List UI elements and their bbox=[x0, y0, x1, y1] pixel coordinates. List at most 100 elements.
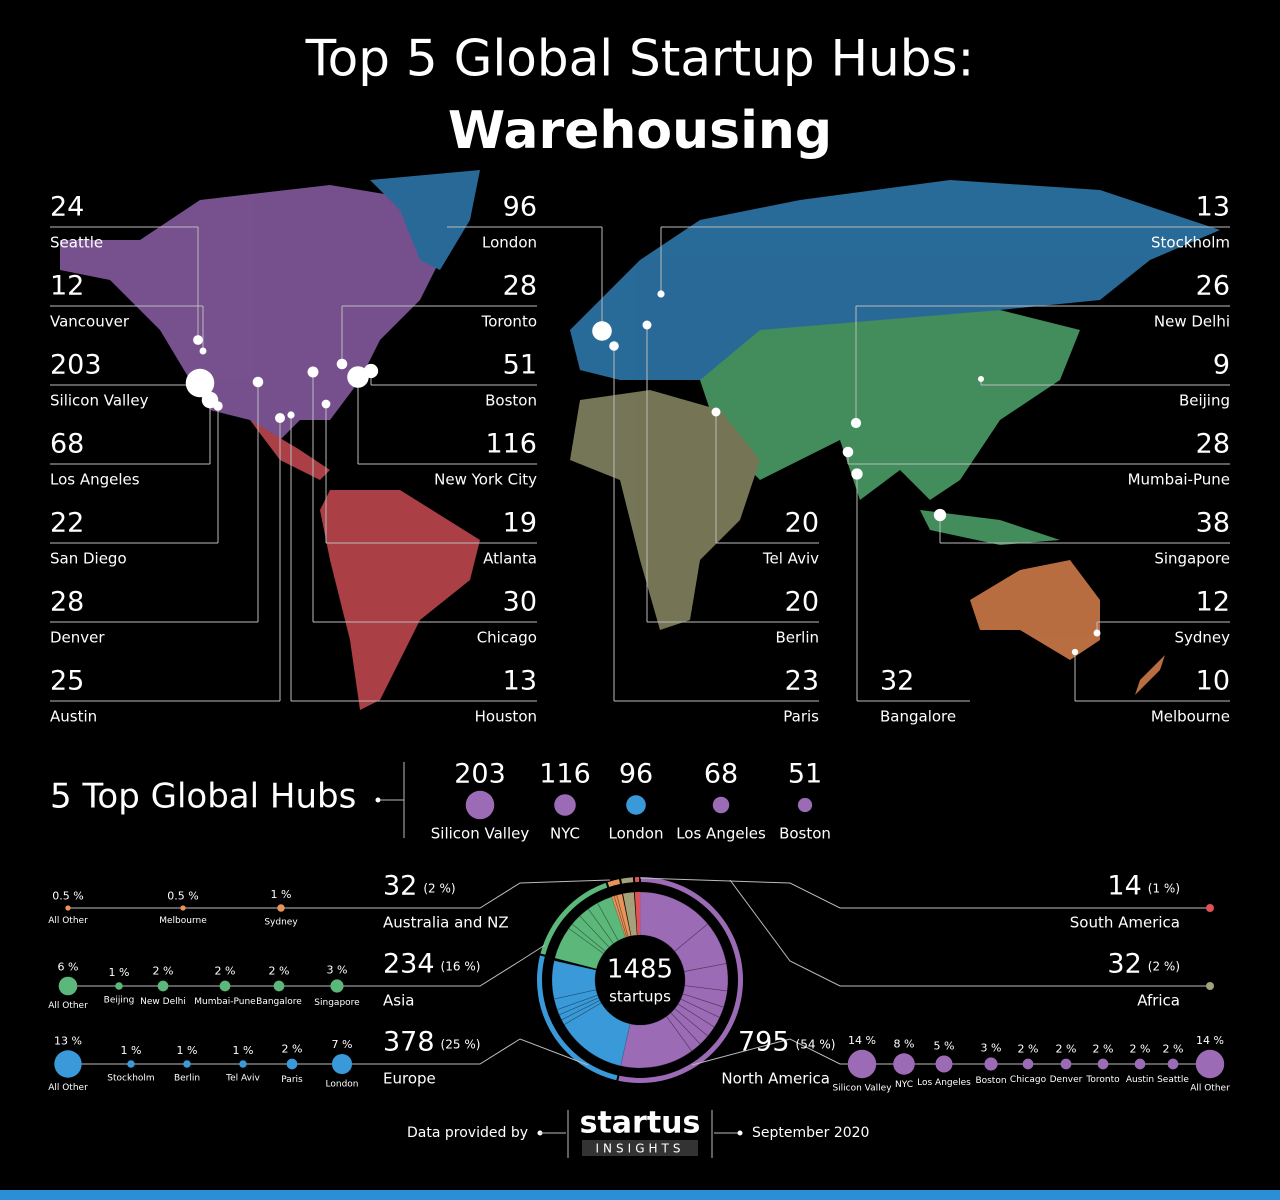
city-bubble bbox=[287, 411, 295, 419]
item-percent: 2 % bbox=[1130, 1043, 1151, 1056]
item-bubble bbox=[1060, 1058, 1072, 1070]
item-percent: 5 % bbox=[934, 1040, 955, 1053]
item-bubble bbox=[115, 982, 123, 990]
region-name: North America bbox=[721, 1070, 830, 1088]
city-name: Beijing bbox=[1179, 392, 1230, 410]
donut-wedge bbox=[670, 1008, 709, 1045]
donut-wedge bbox=[571, 915, 610, 952]
item-bubble bbox=[893, 1053, 915, 1075]
logo-sub: INSIGHTS bbox=[596, 1142, 685, 1156]
hub-value: 96 bbox=[619, 759, 653, 790]
hub-value: 68 bbox=[704, 759, 738, 790]
leader-line bbox=[50, 226, 199, 340]
region-end-dot bbox=[1206, 982, 1214, 990]
footer-date: September 2020 bbox=[752, 1125, 869, 1141]
region-end-dot bbox=[1206, 904, 1214, 912]
city-name: Stockholm bbox=[1151, 234, 1230, 252]
city-name: Denver bbox=[50, 629, 105, 647]
item-bubble bbox=[1167, 1058, 1179, 1070]
item-percent: 1 % bbox=[121, 1044, 142, 1057]
leader-line bbox=[1074, 652, 1230, 702]
item-percent: 2 % bbox=[1018, 1043, 1039, 1056]
item-percent: 14 % bbox=[1196, 1034, 1224, 1047]
item-bubble bbox=[286, 1058, 298, 1070]
donut-wedge bbox=[616, 893, 632, 938]
item-percent: 7 % bbox=[332, 1038, 353, 1051]
city-bubble bbox=[252, 376, 264, 388]
item-percent: 2 % bbox=[269, 965, 290, 978]
city-value: 25 bbox=[50, 666, 84, 697]
city-bubble bbox=[933, 508, 947, 522]
item-bubble bbox=[1097, 1058, 1109, 1070]
item-name: All Other bbox=[48, 1083, 88, 1093]
city-bubble bbox=[711, 407, 721, 417]
item-percent: 1 % bbox=[109, 966, 130, 979]
city-value: 96 bbox=[503, 192, 537, 223]
leader-line bbox=[660, 226, 1230, 294]
region-name: Africa bbox=[1137, 992, 1180, 1010]
city-name: London bbox=[482, 234, 537, 252]
city-value: 116 bbox=[485, 429, 537, 460]
city-bubble bbox=[275, 413, 285, 423]
city-value: 32 bbox=[880, 666, 914, 697]
leader-line bbox=[290, 415, 537, 702]
item-bubble bbox=[1022, 1058, 1034, 1070]
donut-wedge bbox=[617, 1015, 693, 1069]
africa bbox=[570, 390, 760, 630]
item-bubble bbox=[935, 1055, 953, 1073]
bottom-bar bbox=[0, 1190, 1280, 1200]
donut-wedge bbox=[613, 894, 629, 938]
city-name: Toronto bbox=[481, 313, 537, 331]
city-value: 12 bbox=[1196, 587, 1230, 618]
city-bubble bbox=[850, 417, 862, 429]
footer-source: Data provided by bbox=[407, 1125, 528, 1141]
item-bubble bbox=[219, 980, 231, 992]
item-name: Singapore bbox=[314, 998, 360, 1008]
item-bubble bbox=[984, 1057, 998, 1071]
item-bubble bbox=[157, 980, 169, 992]
city-name: Paris bbox=[783, 708, 819, 726]
item-name: Tel Aviv bbox=[225, 1073, 260, 1083]
city-name: Vancouver bbox=[50, 313, 130, 331]
city-bubble bbox=[657, 290, 665, 298]
footer-dot bbox=[737, 1130, 743, 1136]
city-value: 28 bbox=[1196, 429, 1230, 460]
item-percent: 2 % bbox=[1056, 1043, 1077, 1056]
hub-name: London bbox=[609, 825, 664, 843]
item-bubble bbox=[277, 904, 285, 912]
item-name: All Other bbox=[48, 1001, 88, 1011]
donut-wedge bbox=[677, 998, 721, 1028]
donut-ring bbox=[634, 877, 640, 883]
city-name: Austin bbox=[50, 708, 97, 726]
donut-wedge bbox=[554, 927, 605, 970]
footer-lines bbox=[540, 1110, 740, 1158]
region-count: 378 bbox=[383, 1027, 435, 1058]
region-name: South America bbox=[1070, 914, 1180, 932]
leader-line bbox=[50, 305, 204, 351]
city-bubble bbox=[347, 366, 369, 388]
item-percent: 3 % bbox=[327, 963, 348, 976]
donut-wedge bbox=[610, 895, 628, 938]
city-name: Los Angeles bbox=[50, 471, 140, 489]
item-percent: 2 % bbox=[1093, 1043, 1114, 1056]
region-count: 32 bbox=[383, 871, 417, 902]
item-bubble bbox=[1195, 1049, 1225, 1079]
item-name: Stockholm bbox=[107, 1073, 154, 1083]
donut-wedge bbox=[556, 994, 600, 1016]
city-name: Silicon Valley bbox=[50, 392, 149, 410]
city-name: Seattle bbox=[50, 234, 103, 252]
donut-ring bbox=[607, 879, 621, 887]
item-name: Los Angeles bbox=[917, 1078, 971, 1088]
city-value: 51 bbox=[503, 350, 537, 381]
city-value: 10 bbox=[1196, 666, 1230, 697]
item-bubble bbox=[1134, 1058, 1146, 1070]
hubs-dot bbox=[375, 797, 381, 803]
greenland bbox=[370, 170, 480, 270]
region-share: (16 %) bbox=[441, 960, 481, 974]
city-name: New York City bbox=[434, 471, 537, 489]
item-name: All Other bbox=[48, 916, 88, 926]
item-name: Austin bbox=[1126, 1075, 1154, 1085]
city-name: New Delhi bbox=[1154, 313, 1230, 331]
oceania bbox=[970, 560, 1165, 695]
donut-ring bbox=[540, 882, 608, 955]
